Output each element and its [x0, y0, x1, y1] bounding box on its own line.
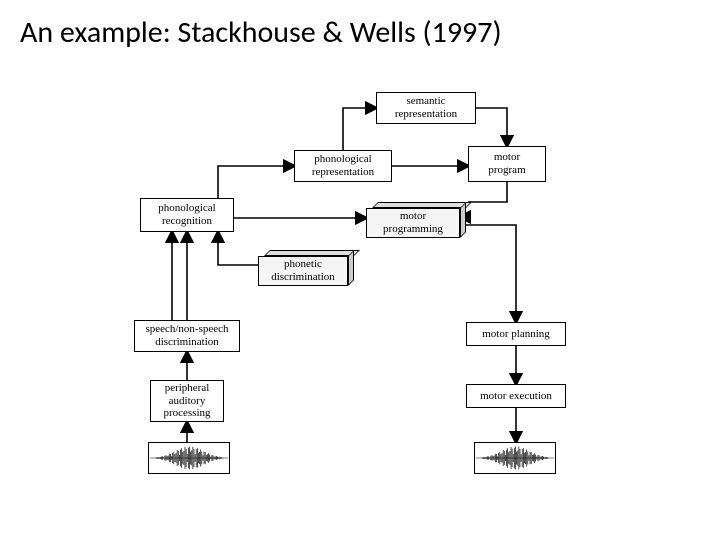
arrows-layer [0, 70, 720, 540]
node-snsd: speech/non-speechdiscrimination [134, 320, 240, 352]
diagram-container: semanticrepresentation phonologicalrepres… [0, 70, 720, 540]
edge-phonrec-phonrep [218, 166, 294, 198]
edge-semantic-motorprog [476, 108, 507, 146]
node-motorprog: motorprogram [468, 146, 546, 182]
node-motorprogramming: motorprogramming [366, 202, 468, 240]
node-phonrep: phonologicalrepresentation [294, 150, 392, 182]
node-semantic: semanticrepresentation [376, 92, 476, 124]
edge-phonrep-semantic [343, 108, 376, 150]
node-phondisc: phoneticdiscrimination [258, 250, 356, 288]
edge-motorprogramming_out-down [460, 225, 516, 232]
edge-phondisc-phonrec [218, 232, 258, 265]
node-motorplan: motor planning [466, 322, 566, 346]
node-phonrec: phonologicalrecognition [140, 198, 234, 232]
node-motorexec: motor execution [466, 384, 566, 408]
node-pap: peripheralauditoryprocessing [150, 380, 224, 422]
node-wave2 [474, 442, 556, 474]
node-wave1 [148, 442, 230, 474]
page-title: An example: Stackhouse & Wells (1997) [20, 14, 502, 51]
edge-motorprog-motorprogramming [468, 182, 507, 202]
